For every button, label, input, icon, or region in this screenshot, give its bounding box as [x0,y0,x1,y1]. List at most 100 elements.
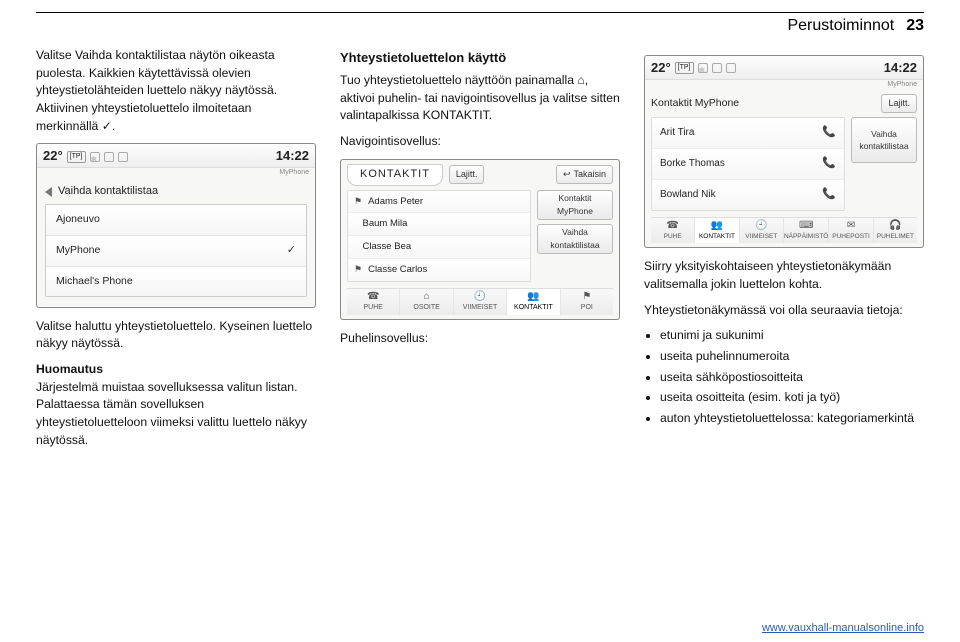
contacts-icon: 👥 [527,292,539,302]
bullet-item: useita sähköpostiosoitteita [660,369,924,387]
bottom-tabs: ☎PUHE ⌂OSOITE 🕘VIIMEISET 👥KONTAKTIT ⚑POI [347,288,613,315]
back-icon [563,168,571,181]
side-button-change-list[interactable]: Vaihda kontaktilistaa [851,117,917,163]
list-item[interactable]: Arit Tira 📞 [652,118,844,149]
clock: 14:22 [884,59,917,78]
flag-icon [354,218,357,231]
bullet-item: useita osoitteita (esim. koti ja työ) [660,389,924,407]
list-item[interactable]: Bowland Nik 📞 [652,180,844,210]
col1-para2: Valitse haluttu yhteystietoluettelo. Kys… [36,318,316,353]
list-item[interactable]: MyPhone ✓ [46,236,306,267]
sort-button[interactable]: Lajitt. [881,94,917,113]
page-header: Perustoiminnot 23 [36,17,924,35]
contact-source-list: Ajoneuvo MyPhone ✓ Michael's Phone [45,204,307,296]
contacts-list: ⚑ Adams Peter Baum Mila Classe Bea [347,190,531,282]
side-button-change-list[interactable]: Vaihda kontaktilistaa [537,224,613,254]
column-2: Yhteystietoluettelon käyttö Tuo yhteysti… [340,47,620,454]
tab-puheposti[interactable]: ✉PUHEPOSTI [829,218,873,243]
col2-para1: Tuo yhteystietoluettelo näyttöön painama… [340,72,620,125]
list-item-label: Ajoneuvo [56,212,100,227]
list-item[interactable]: ⚑ Classe Carlos [348,259,530,281]
footer-link[interactable]: www.vauxhall-manualsonline.info [762,622,924,634]
tab-puhe[interactable]: ☎PUHE [347,289,400,315]
col3-para1: Siirry yksityiskohtaiseen yhteystietonäk… [644,258,924,293]
contact-name: Classe Carlos [368,263,427,277]
status-icon [712,63,722,73]
device-phone-contacts: 22° [TP] 14:22 MyPhone Kontaktit MyPhone… [644,55,924,248]
phone-label: MyPhone [887,80,917,90]
tab-puhe[interactable]: ☎PUHE [651,218,695,243]
home-icon: ⌂ [424,292,430,302]
list-item[interactable]: Borke Thomas 📞 [652,149,844,180]
phone-icon[interactable]: 📞 [822,156,836,172]
status-icon-2 [118,152,128,162]
device-nav-contacts: KONTAKTIT Lajitt. Takaisin ⚑ Adams Peter [340,159,620,320]
bullet-item: auton yhteystietoluettelossa: kategoriam… [660,410,924,428]
list-item[interactable]: Baum Mila [348,213,530,236]
bullet-item: etunimi ja sukunimi [660,327,924,345]
back-icon[interactable] [45,187,52,197]
status-icon [104,152,114,162]
list-item-label: MyPhone [56,243,100,258]
contacts-list: Arit Tira 📞 Borke Thomas 📞 Bowland Nik 📞 [651,117,845,211]
back-button[interactable]: Takaisin [556,165,613,184]
flag-icon: ⚑ [354,263,362,276]
col2-heading: Yhteystietoluettelon käyttö [340,49,620,68]
note-title: Huomautus [36,361,316,379]
contact-name: Bowland Nik [660,188,716,203]
headset-icon: 🎧 [889,221,901,231]
phone-icon: ☎ [367,292,379,302]
bullet-item: useita puhelinnumeroita [660,348,924,366]
nav-app-label: Navigointisovellus: [340,133,620,151]
tab-poi[interactable]: ⚑POI [561,289,613,315]
statusbar: 22° [TP] 14:22 [645,56,923,80]
dialog-title: Vaihda kontaktilistaa [58,184,158,200]
keypad-icon: ⌨ [799,221,813,231]
recent-icon: 🕘 [755,221,767,231]
page-number: 23 [906,17,924,35]
phone-icon[interactable]: 📞 [822,187,836,203]
check-icon: ✓ [287,243,296,259]
note-text: Järjestelmä muistaa sovelluksessa valitu… [36,379,316,450]
contacts-icon: 👥 [711,221,723,231]
screen-title: Kontaktit MyPhone [651,96,739,111]
sort-button[interactable]: Lajitt. [449,165,485,184]
contact-name: Baum Mila [363,217,408,231]
tab-kontaktit[interactable]: 👥KONTAKTIT [695,218,739,243]
status-icon-2 [726,63,736,73]
tab-viimeiset[interactable]: 🕘VIIMEISET [454,289,507,315]
tp-badge: [TP] [675,62,694,74]
temp: 22° [651,59,671,78]
tab-kontaktit[interactable]: 👥KONTAKTIT [507,289,560,315]
screen-title: KONTAKTIT [347,164,443,186]
tab-puhelimet[interactable]: 🎧PUHELIMET [874,218,917,243]
contact-name: Classe Bea [363,240,412,254]
phone-icon[interactable]: 📞 [822,125,836,141]
col3-para2: Yhteystietonäkymässä voi olla seuraavia … [644,302,924,320]
tab-viimeiset[interactable]: 🕘VIIMEISET [740,218,784,243]
phone-app-label: Puhelinsovellus: [340,330,620,348]
clock: 14:22 [276,147,309,166]
phone-label: MyPhone [279,168,309,178]
recent-icon: 🕘 [474,292,486,302]
tab-nappaimisto[interactable]: ⌨NÄPPÄIMISTÖ [784,218,829,243]
column-1: Valitse Vaihda kontaktilistaa näytön oik… [36,47,316,454]
col1-para1: Valitse Vaihda kontaktilistaa näytön oik… [36,47,316,135]
section-title: Perustoiminnot [787,17,894,35]
list-item[interactable]: Michael's Phone [46,267,306,296]
list-item[interactable]: Classe Bea [348,236,530,259]
tp-badge: [TP] [67,151,86,163]
list-item[interactable]: ⚑ Adams Peter [348,191,530,214]
bottom-tabs: ☎PUHE 👥KONTAKTIT 🕘VIIMEISET ⌨NÄPPÄIMISTÖ… [651,217,917,243]
side-button-contacts-source[interactable]: Kontaktit MyPhone [537,190,613,220]
flag-icon: ⚑ [354,195,362,208]
list-item[interactable]: Ajoneuvo [46,205,306,235]
note-block: Huomautus Järjestelmä muistaa sovellukse… [36,361,316,449]
statusbar: 22° [TP] 14:22 [37,144,315,168]
phone-icon: ☎ [666,221,678,231]
tab-osoite[interactable]: ⌂OSOITE [400,289,453,315]
contact-name: Adams Peter [368,195,423,209]
column-3: 22° [TP] 14:22 MyPhone Kontaktit MyPhone… [644,47,924,454]
contact-name: Borke Thomas [660,157,725,172]
device-contact-list-switch: 22° [TP] 14:22 MyPhone Vaihda kontaktili… [36,143,316,307]
